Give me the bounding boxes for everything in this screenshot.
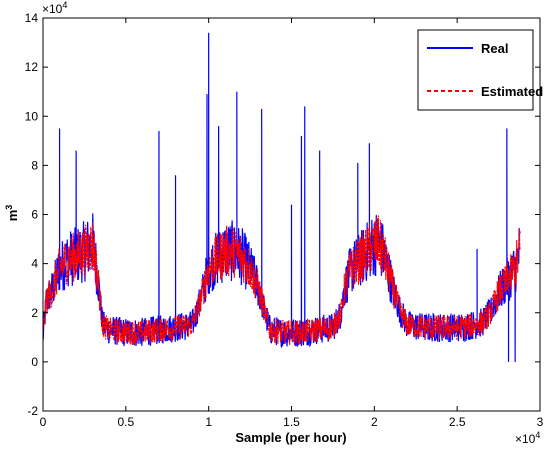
x-axis-label: Sample (per hour): [235, 430, 346, 445]
y-tick-label: 4: [31, 257, 38, 271]
x-tick-label: 2.5: [449, 415, 466, 429]
y-tick-label: 0: [31, 355, 38, 369]
x-tick-label: 2: [371, 415, 378, 429]
y-multiplier-exponent: 4: [62, 0, 67, 10]
x-tick-label: 3: [537, 415, 544, 429]
y-axis-label: m3: [4, 205, 20, 222]
x-tick-label: 1: [205, 415, 212, 429]
y-tick-label: -2: [27, 404, 38, 418]
y-tick-label: 12: [25, 60, 39, 74]
legend-label-estimated: Estimated: [481, 84, 543, 99]
legend-box: [417, 29, 534, 111]
y-axis-label-text: m: [5, 210, 20, 222]
y-tick-label: 2: [31, 306, 38, 320]
x-tick-label: 1.5: [283, 415, 300, 429]
legend-label-real: Real: [481, 41, 508, 56]
y-multiplier: ×104: [42, 0, 67, 16]
y-tick-label: 6: [31, 208, 38, 222]
x-multiplier-exponent: 4: [535, 430, 540, 440]
legend: Real Estimated: [417, 29, 543, 111]
y-axis-label-superscript: 3: [4, 205, 14, 210]
x-multiplier: ×104: [515, 430, 540, 446]
x-tick-label: 0: [40, 415, 47, 429]
x-tick-label: 0.5: [117, 415, 134, 429]
series-layer: [43, 32, 521, 362]
y-tick-label: 8: [31, 158, 38, 172]
y-tick-label: 10: [25, 109, 39, 123]
series-line-estimated: [43, 215, 521, 345]
y-tick-label: 14: [25, 11, 39, 25]
